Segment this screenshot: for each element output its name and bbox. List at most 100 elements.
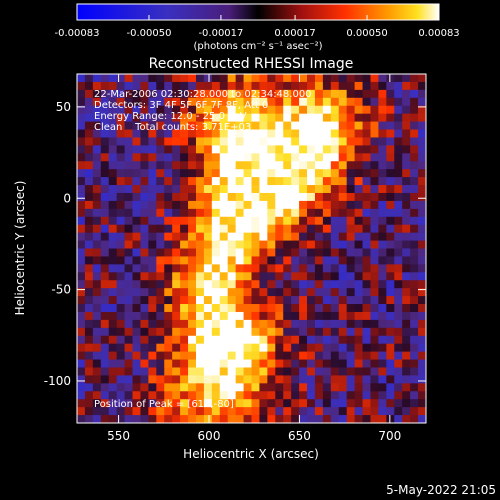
heatmap-cell: [243, 327, 253, 337]
heatmap-cell: [267, 105, 276, 115]
heatmap-cell: [243, 208, 253, 218]
heatmap-cell: [132, 145, 142, 154]
heatmap-cell: [195, 74, 205, 83]
heatmap-cell: [164, 415, 173, 423]
heatmap-cell: [188, 407, 197, 416]
heatmap-cell: [386, 248, 395, 258]
heatmap-cell: [92, 89, 102, 99]
heatmap-cell: [322, 129, 332, 139]
heatmap-cell: [307, 264, 316, 273]
heatmap-cell: [330, 192, 340, 202]
plot-frame: [76, 73, 427, 424]
heatmap-cell: [267, 311, 276, 321]
heatmap-cell: [291, 391, 300, 400]
heatmap-cell: [172, 185, 181, 194]
heatmap-cell: [132, 129, 142, 139]
heatmap-cell: [418, 272, 426, 281]
heatmap-cell: [100, 121, 110, 131]
heatmap-cell: [410, 351, 419, 361]
heatmap-cell: [148, 145, 157, 154]
heatmap-cell: [338, 200, 348, 210]
heatmap-cell: [100, 224, 110, 234]
heatmap-cell: [362, 311, 372, 321]
heatmap-cell: [386, 240, 395, 250]
heatmap-cell: [418, 240, 426, 250]
heatmap-cell: [92, 145, 102, 154]
heatmap-cell: [307, 208, 316, 218]
heatmap-cell: [140, 177, 149, 186]
heatmap-cell: [77, 359, 86, 369]
heatmap-cell: [124, 248, 134, 258]
heatmap-cell: [330, 153, 340, 162]
heatmap-cell: [267, 375, 276, 384]
heatmap-cell: [156, 240, 165, 250]
heatmap-cell: [108, 272, 118, 281]
heatmap-cell: [172, 319, 181, 329]
heatmap-cell: [394, 137, 403, 146]
heatmap-cell: [330, 407, 340, 416]
heatmap-cell: [386, 105, 395, 115]
annotation-detectors: Detectors: 3F 4F 5F 6F 7F 8F, Att 0: [94, 100, 268, 111]
heatmap-cell: [378, 145, 387, 154]
heatmap-cell: [330, 185, 340, 194]
heatmap-cell: [338, 240, 348, 250]
heatmap-cell: [410, 415, 419, 423]
heatmap-cell: [211, 97, 221, 107]
heatmap-cell: [132, 153, 142, 162]
heatmap-cell: [362, 192, 372, 202]
heatmap-cell: [322, 248, 332, 258]
heatmap-cell: [108, 327, 118, 337]
heatmap-cell: [330, 288, 340, 297]
heatmap-cell: [180, 224, 189, 234]
heatmap-cell: [267, 359, 276, 369]
heatmap-cell: [203, 288, 213, 297]
heatmap-cell: [116, 97, 126, 107]
heatmap-cell: [330, 121, 340, 131]
heatmap-cell: [259, 200, 268, 210]
heatmap-cell: [394, 113, 403, 123]
heatmap-cell: [386, 311, 395, 321]
heatmap-cell: [410, 272, 419, 281]
heatmap-cell: [291, 192, 300, 202]
heatmap-cell: [314, 399, 324, 408]
heatmap-cell: [346, 335, 356, 345]
heatmap-cell: [275, 185, 284, 194]
heatmap-cell: [235, 105, 245, 115]
heatmap-cell: [124, 74, 134, 83]
heatmap-cell: [164, 359, 173, 369]
heatmap-cell: [402, 113, 411, 123]
heatmap-cell: [299, 272, 308, 281]
heatmap-cell: [378, 391, 387, 400]
heatmap-cell: [362, 264, 372, 273]
heatmap-cell: [418, 343, 426, 353]
heatmap-cell: [195, 264, 205, 273]
heatmap-cell: [243, 367, 253, 377]
heatmap-cell: [418, 304, 426, 313]
heatmap-cell: [164, 319, 173, 329]
heatmap-cell: [100, 216, 110, 226]
heatmap-cell: [124, 185, 134, 194]
heatmap-cell: [235, 264, 245, 273]
heatmap-cell: [338, 272, 348, 281]
heatmap-cell: [172, 383, 181, 392]
heatmap-cell: [116, 216, 126, 226]
heatmap-cell: [172, 153, 181, 162]
heatmap-cell: [338, 121, 348, 131]
heatmap-cell: [251, 105, 261, 115]
heatmap-cell: [84, 200, 94, 210]
heatmap-cell: [203, 81, 213, 91]
heatmap-cell: [124, 319, 134, 329]
heatmap-cell: [219, 81, 229, 91]
heatmap-cell: [77, 248, 86, 258]
heatmap-cell: [124, 311, 134, 321]
heatmap-cell: [132, 89, 142, 99]
heatmap-cell: [299, 375, 308, 384]
heatmap-cell: [259, 335, 268, 345]
heatmap-cell: [267, 343, 276, 353]
heatmap-cell: [116, 129, 126, 139]
heatmap-cell: [307, 113, 316, 123]
heatmap-cell: [235, 81, 245, 91]
colorbar: [76, 3, 440, 21]
heatmap-cell: [386, 375, 395, 384]
heatmap-cell: [172, 359, 181, 369]
